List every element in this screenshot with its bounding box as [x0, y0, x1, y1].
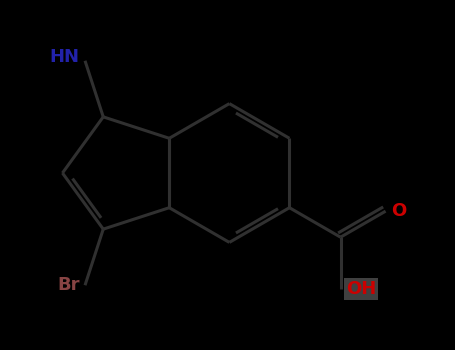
Text: Br: Br [57, 276, 80, 294]
Text: HN: HN [50, 48, 80, 66]
Text: OH: OH [346, 280, 376, 298]
Text: O: O [391, 202, 406, 220]
